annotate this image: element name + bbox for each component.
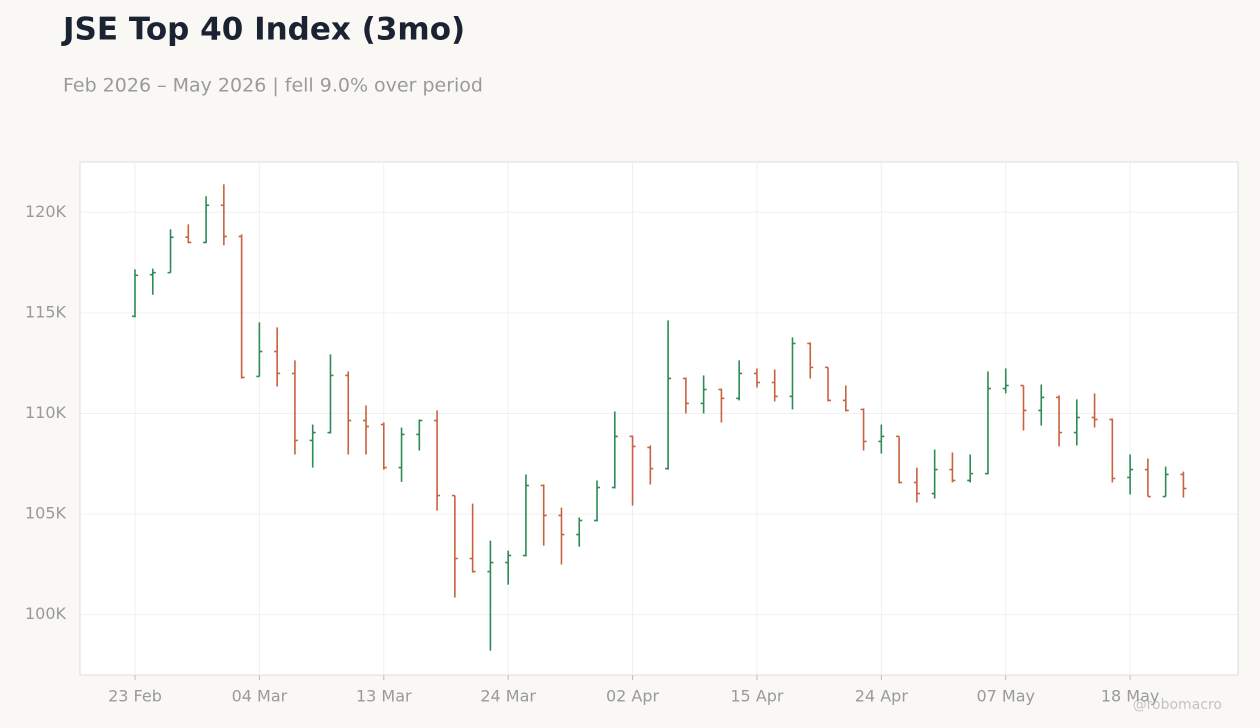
y-tick-label: 110K — [25, 403, 67, 422]
x-tick-label: 24 Mar — [480, 687, 536, 706]
x-tick-label: 02 Apr — [606, 687, 660, 706]
x-tick-label: 15 Apr — [730, 687, 784, 706]
y-tick-label: 100K — [25, 604, 67, 623]
y-tick-label: 120K — [25, 202, 67, 221]
plot-area — [79, 161, 1239, 676]
x-tick-label: 13 Mar — [356, 687, 412, 706]
watermark: @robomacro — [1133, 697, 1222, 713]
x-tick-label: 04 Mar — [232, 687, 288, 706]
chart-subtitle: Feb 2026 – May 2026 | fell 9.0% over per… — [63, 75, 483, 97]
chart-title: JSE Top 40 Index (3mo) — [61, 12, 465, 48]
y-tick-label: 105K — [25, 504, 67, 523]
x-tick-label: 23 Feb — [108, 687, 162, 706]
x-tick-label: 24 Apr — [855, 687, 909, 706]
x-tick-label: 18 May — [1101, 687, 1160, 706]
y-tick-label: 115K — [25, 302, 67, 321]
x-tick-label: 07 May — [976, 687, 1035, 706]
